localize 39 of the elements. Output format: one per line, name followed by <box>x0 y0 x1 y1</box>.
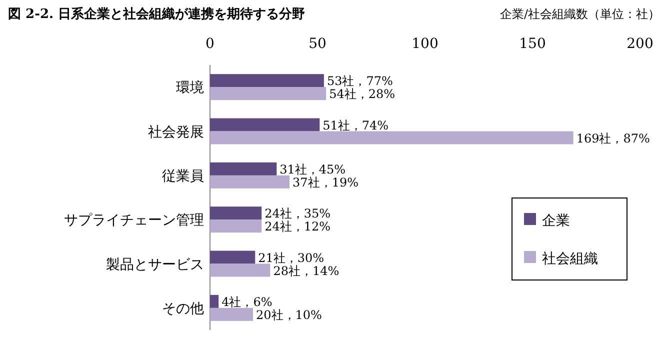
data-label: 54社，28% <box>329 87 396 102</box>
bar <box>210 118 320 132</box>
data-label: 37社，19% <box>292 175 359 190</box>
legend-label: 社会組織 <box>542 251 598 267</box>
data-label: 4社，6% <box>222 294 272 309</box>
bar <box>210 294 219 308</box>
bar <box>210 162 277 176</box>
data-label: 20社，10% <box>256 308 322 322</box>
data-label: 21社，30% <box>258 250 324 265</box>
legend-label: 企業 <box>542 213 570 229</box>
x-tick-label: 100 <box>412 36 438 52</box>
bar <box>210 308 253 321</box>
x-tick-label: 150 <box>519 36 546 52</box>
bar <box>210 131 574 144</box>
x-tick-label: 0 <box>206 36 214 52</box>
bar <box>210 87 326 100</box>
bar <box>210 250 256 264</box>
chart-title: 図 2-2. 日系企業と社会組織が連携を期待する分野 <box>8 6 306 22</box>
y-tick-label: 従業員 <box>162 168 204 184</box>
bar <box>210 264 270 277</box>
bar <box>210 175 290 188</box>
bar <box>210 206 262 220</box>
x-tick-label: 200 <box>626 36 654 52</box>
y-tick-label: 社会発展 <box>148 124 204 140</box>
data-label: 24社，35% <box>264 206 331 221</box>
data-label: 169社，87% <box>576 131 650 146</box>
y-tick-label: 製品とサービス <box>106 256 204 273</box>
data-label: 28社，14% <box>273 264 340 278</box>
bar <box>210 74 324 88</box>
y-tick-label: その他 <box>162 300 204 317</box>
y-tick-label: サプライチェーン管理 <box>64 212 204 229</box>
x-axis-title: 企業/社会組織数（単位：社） <box>500 7 660 21</box>
data-label: 24社，12% <box>264 220 331 234</box>
data-label: 51社，74% <box>322 118 389 132</box>
data-label: 53社，77% <box>326 74 393 88</box>
x-tick-label: 50 <box>308 36 326 52</box>
data-label: 31社，45% <box>280 162 346 176</box>
bar <box>210 220 262 233</box>
y-tick-label: 環境 <box>176 80 204 96</box>
